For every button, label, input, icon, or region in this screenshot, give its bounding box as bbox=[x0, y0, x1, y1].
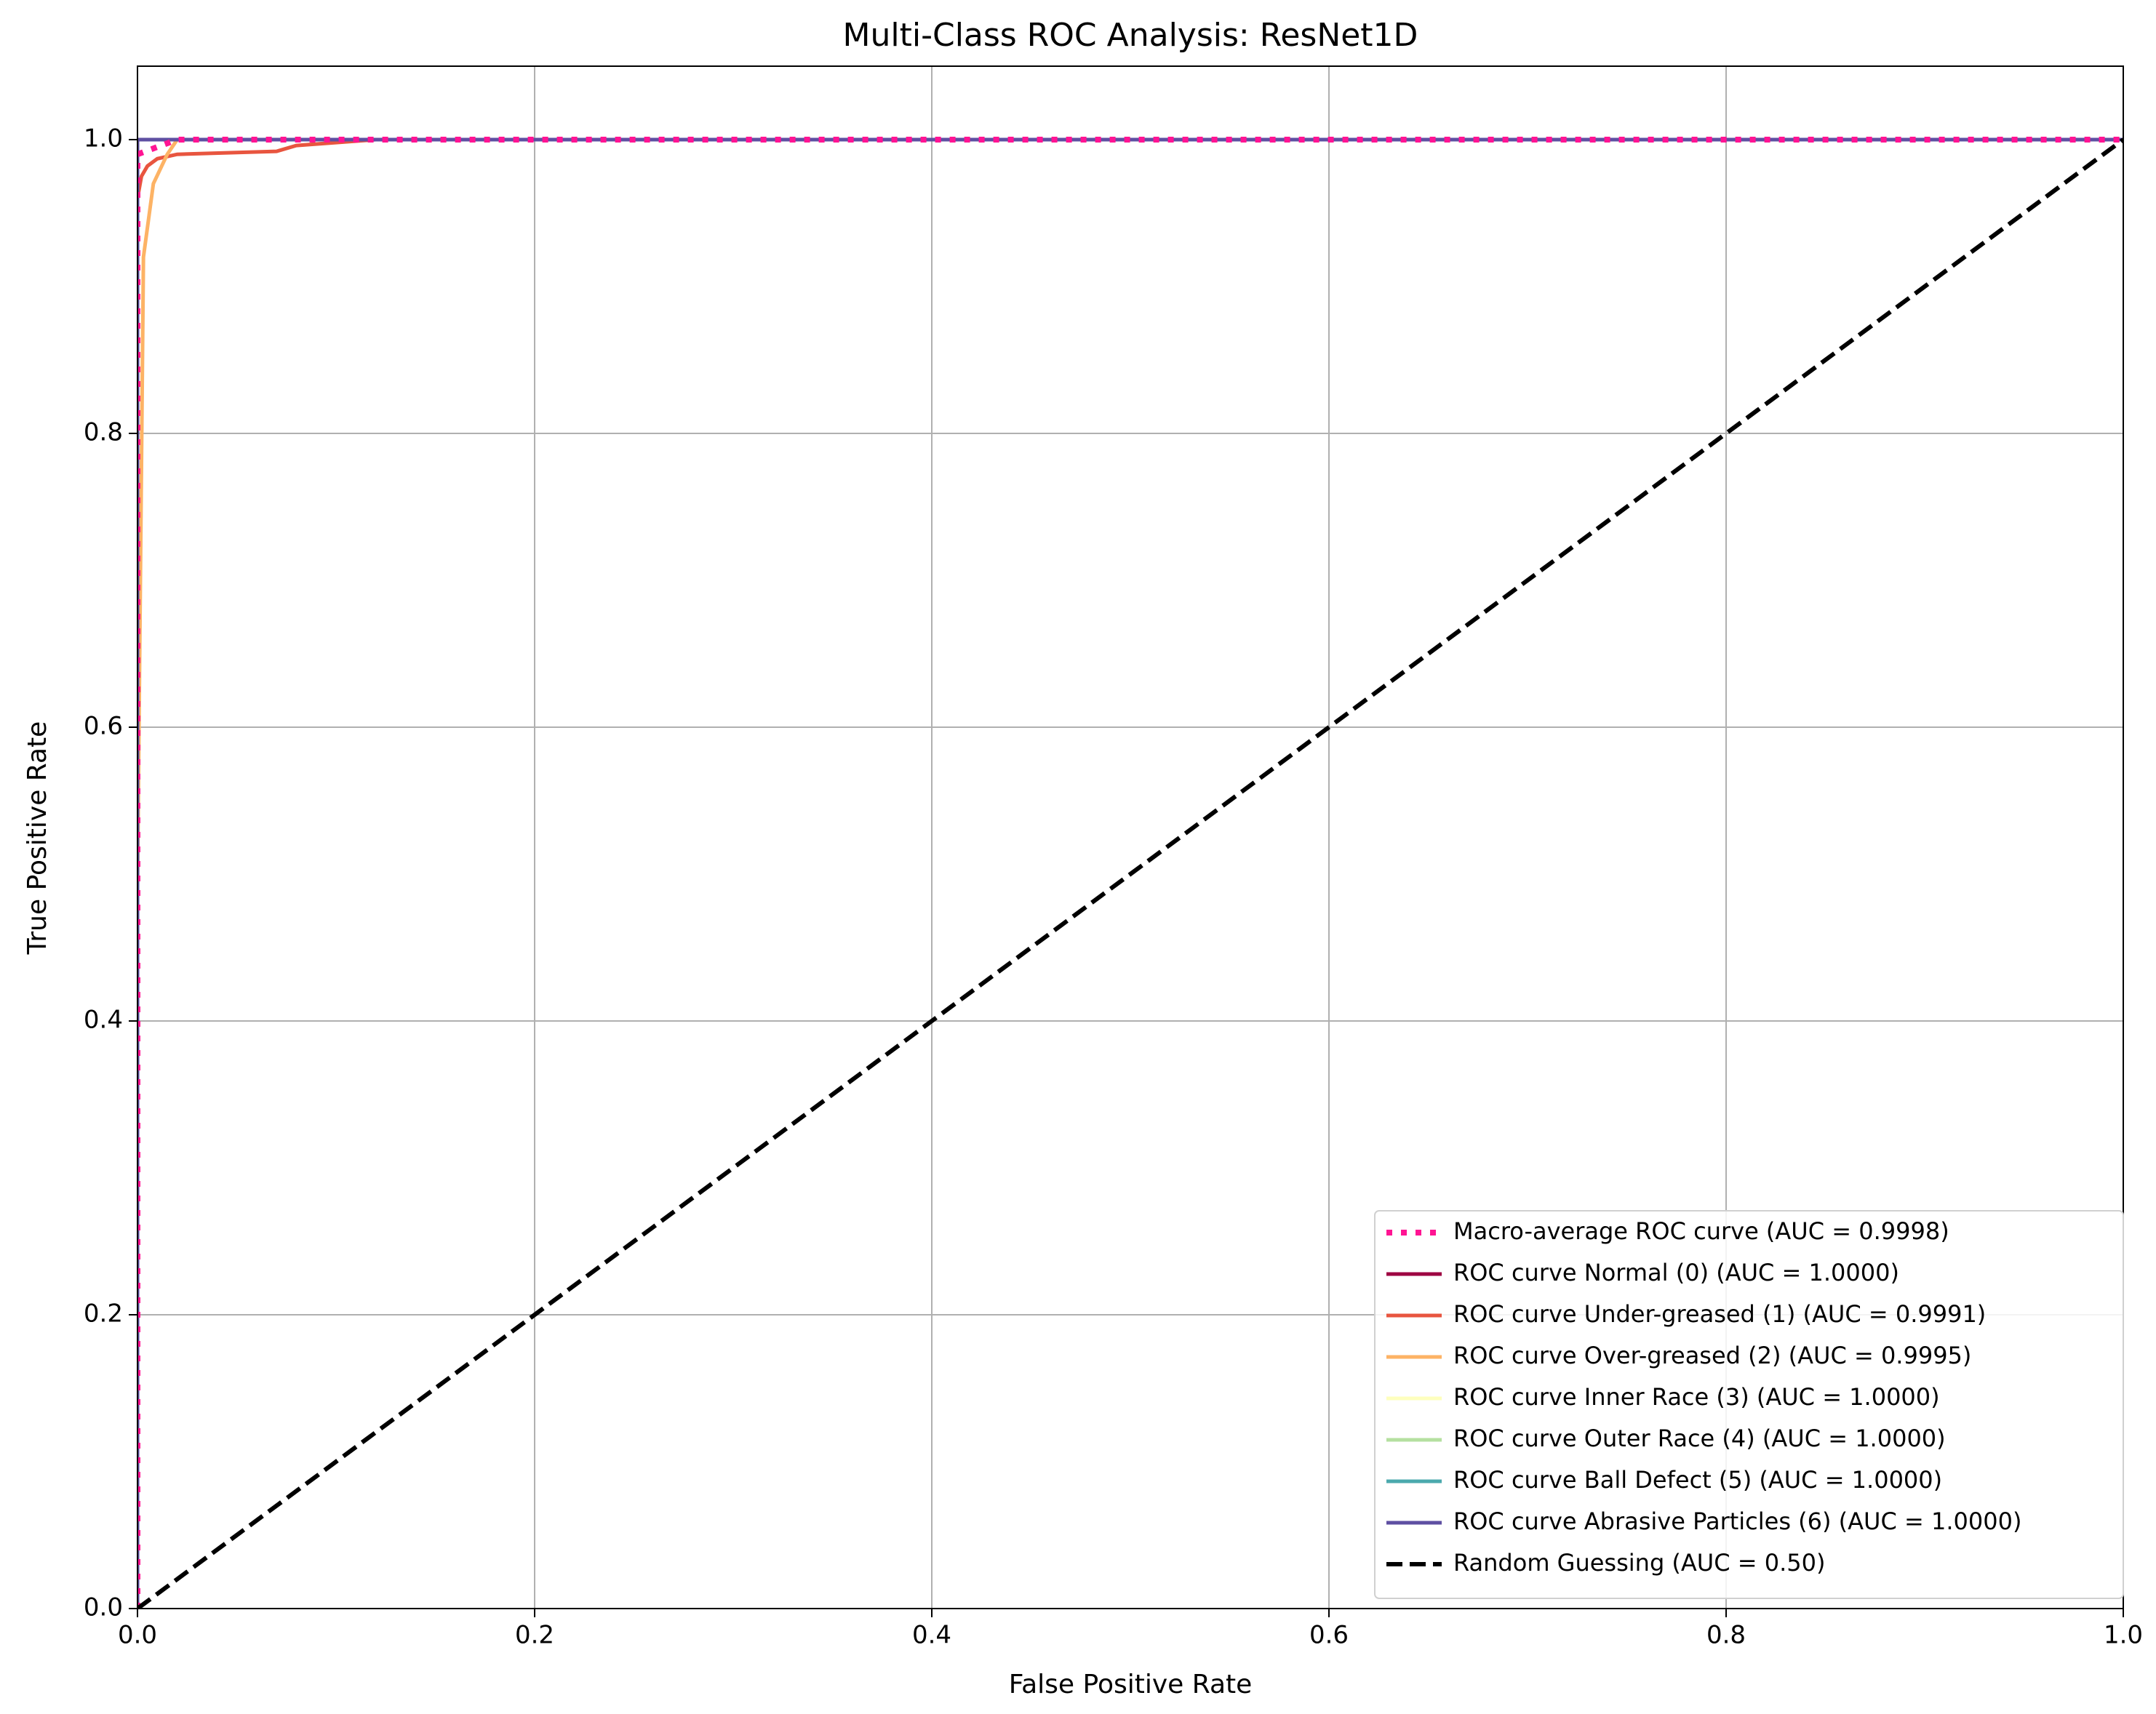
legend-box bbox=[1374, 1210, 2124, 1599]
y-tick-label: 1.0 bbox=[84, 124, 123, 153]
x-tick-label: 0.6 bbox=[1309, 1621, 1349, 1650]
legend-label: ROC curve Ball Defect (5) (AUC = 1.0000) bbox=[1453, 1466, 1942, 1494]
y-tick-label: 0.2 bbox=[84, 1299, 123, 1329]
y-tick-label: 0.0 bbox=[84, 1593, 123, 1622]
x-tick-label: 0.0 bbox=[118, 1621, 157, 1650]
y-tick-label: 0.6 bbox=[84, 712, 123, 741]
legend-label: ROC curve Under-greased (1) (AUC = 0.999… bbox=[1453, 1300, 1986, 1328]
chart-title: Multi-Class ROC Analysis: ResNet1D bbox=[843, 17, 1418, 54]
legend-label: Random Guessing (AUC = 0.50) bbox=[1453, 1549, 1825, 1577]
y-axis-label: True Positive Rate bbox=[23, 721, 52, 956]
x-axis-label: False Positive Rate bbox=[1009, 1670, 1253, 1699]
x-tick-label: 0.8 bbox=[1706, 1621, 1746, 1650]
axes-frame bbox=[137, 65, 2124, 1609]
roc-line bbox=[137, 137, 2123, 1609]
legend-label: ROC curve Inner Race (3) (AUC = 1.0000) bbox=[1453, 1383, 1940, 1411]
y-tick-label: 0.8 bbox=[84, 418, 123, 447]
legend-label: ROC curve Normal (0) (AUC = 1.0000) bbox=[1453, 1259, 1899, 1286]
legend-label: ROC curve Over-greased (2) (AUC = 0.9995… bbox=[1453, 1342, 1971, 1369]
legend-label: Macro-average ROC curve (AUC = 0.9998) bbox=[1453, 1217, 1949, 1245]
legend-label: ROC curve Outer Race (4) (AUC = 1.0000) bbox=[1453, 1425, 1946, 1452]
x-tick-label: 0.2 bbox=[515, 1621, 554, 1650]
plot-area bbox=[137, 137, 2123, 1609]
x-tick-label: 1.0 bbox=[2104, 1621, 2143, 1650]
x-tick-label: 0.4 bbox=[912, 1621, 951, 1650]
y-tick-label: 0.4 bbox=[84, 1006, 123, 1035]
legend-label: ROC curve Abrasive Particles (6) (AUC = … bbox=[1453, 1507, 2021, 1535]
